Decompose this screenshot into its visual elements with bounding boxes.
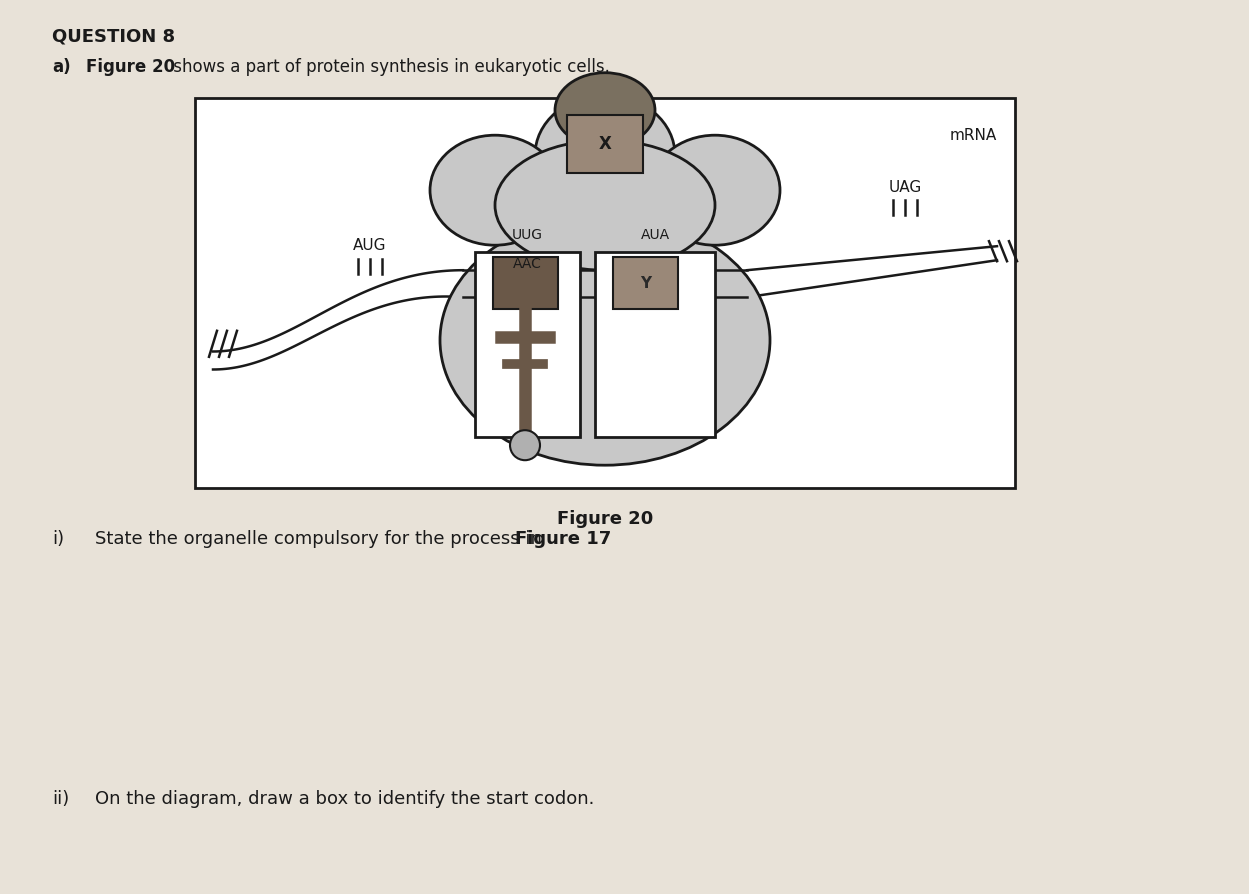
Text: shows a part of protein synthesis in eukaryotic cells.: shows a part of protein synthesis in euk… [169, 58, 610, 76]
Ellipse shape [555, 72, 654, 148]
Text: ii): ii) [52, 790, 69, 808]
Ellipse shape [495, 140, 714, 270]
Ellipse shape [430, 135, 560, 245]
Text: Y: Y [639, 275, 651, 291]
Circle shape [510, 430, 540, 460]
Bar [613, 257, 678, 309]
Text: Figure 20: Figure 20 [557, 510, 653, 528]
Bar [475, 252, 580, 437]
Text: AUA: AUA [641, 228, 669, 242]
Text: AAC: AAC [512, 257, 541, 271]
Text: UUG: UUG [512, 228, 542, 242]
Ellipse shape [535, 95, 674, 215]
Text: mRNA: mRNA [949, 128, 997, 143]
Text: AUG: AUG [353, 239, 387, 254]
Ellipse shape [440, 215, 769, 465]
Text: QUESTION 8: QUESTION 8 [52, 28, 175, 46]
Bar [493, 257, 558, 309]
Text: UAG: UAG [888, 180, 922, 195]
Bar [595, 252, 714, 437]
Text: X: X [598, 135, 612, 153]
Text: Figure 20: Figure 20 [86, 58, 175, 76]
Text: State the organelle compulsory for the process in: State the organelle compulsory for the p… [95, 530, 547, 548]
Text: i): i) [52, 530, 64, 548]
Text: Figure 17: Figure 17 [515, 530, 611, 548]
Text: a): a) [52, 58, 71, 76]
Bar [567, 115, 643, 173]
Bar [195, 98, 1015, 488]
Text: On the diagram, draw a box to identify the start codon.: On the diagram, draw a box to identify t… [95, 790, 595, 808]
Text: .: . [587, 530, 593, 548]
Ellipse shape [649, 135, 779, 245]
